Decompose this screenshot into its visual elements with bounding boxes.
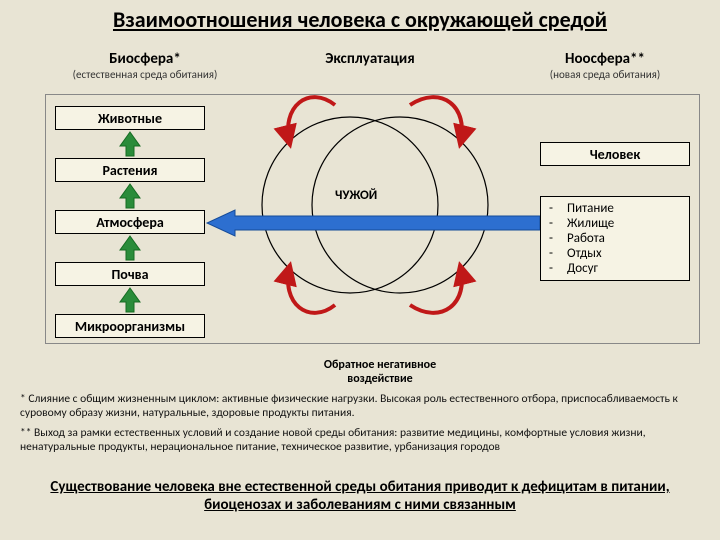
- exploitation-header: Эксплуатация: [310, 50, 430, 68]
- green-arrow-icon: [116, 234, 144, 262]
- box-plants: Растения: [55, 158, 205, 182]
- green-arrow-icon: [116, 182, 144, 210]
- page-title: Взаимоотношения человека с окружающей ср…: [0, 0, 720, 35]
- need-item: -Работа: [549, 231, 681, 246]
- footnote-dstar: ** Выход за рамки естественных условий и…: [20, 426, 700, 455]
- footnote-star: * Слияние с общим жизненным циклом: акти…: [20, 392, 700, 421]
- box-atmosphere: Атмосфера: [55, 210, 205, 234]
- center-label: ЧУЖОЙ: [335, 188, 377, 203]
- feedback-caption: Обратное негативное воздействие: [290, 358, 470, 386]
- noosphere-sub: (новая среда обитания): [510, 68, 700, 81]
- conclusion-text: Существование человека вне естественной …: [20, 478, 700, 514]
- human-title-box: Человек: [540, 142, 690, 166]
- blue-arrow-icon: [205, 208, 540, 238]
- need-item: -Питание: [549, 201, 681, 216]
- exploitation-title: Эксплуатация: [310, 50, 430, 68]
- box-microorganisms: Микроорганизмы: [55, 314, 205, 338]
- need-item: -Досуг: [549, 261, 681, 276]
- green-arrow-icon: [116, 286, 144, 314]
- biosphere-header: Биосфера* (естественная среда обитания): [55, 50, 235, 81]
- box-soil: Почва: [55, 262, 205, 286]
- need-item: -Жилище: [549, 216, 681, 231]
- need-label: Отдых: [567, 246, 602, 261]
- human-needs-box: -Питание -Жилище -Работа -Отдых -Досуг: [540, 196, 690, 281]
- biosphere-title: Биосфера*: [55, 50, 235, 68]
- green-arrow-icon: [116, 130, 144, 158]
- noosphere-title: Ноосфера**: [510, 50, 700, 68]
- noosphere-header: Ноосфера** (новая среда обитания): [510, 50, 700, 81]
- need-label: Досуг: [567, 261, 598, 276]
- need-label: Питание: [567, 201, 614, 216]
- box-animals: Животные: [55, 106, 205, 130]
- need-label: Работа: [567, 231, 605, 246]
- need-label: Жилище: [567, 216, 614, 231]
- need-item: -Отдых: [549, 246, 681, 261]
- biosphere-sub: (естественная среда обитания): [55, 68, 235, 81]
